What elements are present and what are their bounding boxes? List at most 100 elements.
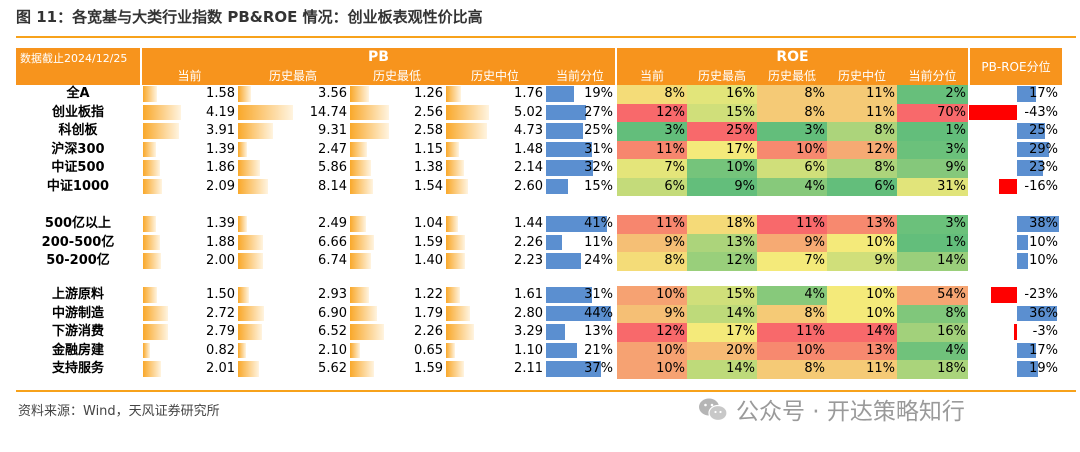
roe-value: 11% [656,141,685,157]
roe-value: 6% [664,178,685,194]
header-roe-col: 历史中位 [837,69,886,83]
pb-bar [143,160,160,176]
pb-bar [238,86,252,102]
pb-value: 2.00 [206,253,235,268]
roe-heat-cell [827,122,897,141]
roe-heat-cell [687,103,757,122]
pbroe-bar [969,104,1017,120]
pb-bar [350,141,368,157]
pb-pct-value: 31% [584,141,613,157]
pb-value: 6.52 [318,324,347,339]
roe-value: 7% [664,160,685,175]
source-note: 资料来源：Wind，天风证券研究所 [18,404,220,419]
roe-value: 13% [866,342,895,358]
roe-value: 10% [796,342,825,358]
roe-heat-cell [897,360,968,379]
pb-bar [143,324,169,340]
roe-heat-cell [757,122,827,141]
pb-value: 1.50 [206,287,235,302]
pb-value: 1.86 [206,160,235,175]
figure-title: 图 11：各宽基与大类行业指数 PB&ROE 情况：创业板表观性价比高 [16,8,483,26]
roe-heat-cell [757,215,827,234]
roe-value: 10% [866,305,895,321]
pb-pct-value: 19% [584,86,613,101]
roe-heat-cell [687,286,757,305]
roe-heat-cell [687,85,757,104]
pb-pct-value: 37% [584,361,613,376]
roe-value: 3% [945,216,966,231]
roe-heat-cell [757,159,827,178]
roe-heat-cell [617,360,687,379]
roe-value: 13% [726,234,755,250]
header-pb-col: 历史中位 [470,69,519,83]
pb-value: 2.80 [514,305,543,321]
pb-bar [350,234,375,250]
roe-value: 4% [945,342,966,358]
pb-bar [238,361,259,377]
pbroe-value: -3% [1032,324,1058,339]
roe-heat-cell [687,304,757,323]
roe-heat-cell [757,140,827,159]
roe-heat-cell [827,140,897,159]
roe-value: 14% [937,253,966,268]
pb-value: 2.11 [514,361,543,376]
header-roe-col: 历史最高 [697,69,746,83]
pb-bar [238,141,248,157]
header-pbroe: PB-ROE分位 [981,60,1051,74]
pbroe-bar [1017,361,1039,377]
roe-value: 8% [874,123,895,138]
row-label: 金融房建 [51,342,104,358]
pb-value: 1.88 [206,234,235,250]
pb-value: 1.26 [414,86,443,101]
roe-value: 4% [804,178,825,194]
bottom-rule [16,390,1076,392]
roe-value: 18% [937,361,966,376]
pbroe-bar [1017,342,1036,358]
pbroe-bar [991,287,1017,303]
roe-value: 8% [804,86,825,101]
pb-value: 5.02 [514,104,543,120]
pb-value: 0.82 [206,342,235,358]
pb-pct-value: 27% [584,104,613,120]
header-pb-col: 当前 [177,69,202,83]
roe-heat-cell [827,341,897,360]
pbroe-value: 17% [1029,342,1058,358]
roe-value: 10% [866,287,895,302]
pb-bar [350,160,371,176]
pb-value: 2.58 [414,123,443,138]
roe-value: 8% [804,104,825,120]
pb-bar [446,141,459,157]
top-rule [16,36,1076,38]
roe-heat-cell [757,304,827,323]
roe-value: 12% [866,141,895,157]
pb-bar [238,305,264,321]
pb-pct-bar [546,324,566,340]
roe-value: 6% [874,178,895,194]
header-date-block [16,48,140,85]
roe-value: 11% [796,216,825,231]
row-label: 下游消费 [51,324,104,339]
pb-value: 2.26 [414,324,443,339]
roe-heat-cell [897,323,968,342]
pb-pct-value: 41% [584,216,613,231]
roe-heat-cell [687,122,757,141]
roe-heat-cell [617,159,687,178]
roe-value: 16% [937,324,966,339]
pb-bar [446,160,465,176]
pb-bar [446,123,487,139]
roe-value: 9% [664,305,685,321]
pb-bar [143,234,161,250]
pb-value: 1.54 [414,178,443,194]
pb-value: 1.59 [414,361,443,376]
roe-value: 14% [726,361,755,376]
pb-bar [350,305,378,321]
pb-pct-bar [546,342,578,358]
watermark-text: 公众号 · 开达策略知行 [736,399,965,425]
pbroe-bar [1017,86,1036,102]
roe-heat-cell [827,252,897,271]
roe-value: 11% [866,86,895,101]
row-label: 500亿以上 [44,216,112,231]
roe-value: 8% [804,361,825,376]
pb-bar [446,253,466,269]
pb-pct-value: 15% [584,178,613,194]
